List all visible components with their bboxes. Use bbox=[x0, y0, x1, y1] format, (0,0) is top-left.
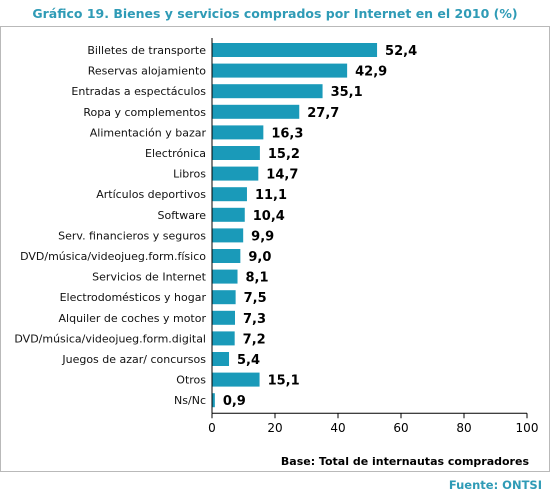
bar bbox=[212, 104, 300, 119]
value-label: 14,7 bbox=[266, 168, 298, 183]
category-label: Juegos de azar/ concursos bbox=[61, 353, 206, 366]
value-label: 0,9 bbox=[223, 394, 246, 409]
bar-chart: Billetes de transporte 52,4 Reservas aloja… bbox=[14, 38, 538, 468]
x-tick-label: 100 bbox=[516, 421, 539, 435]
bar bbox=[212, 331, 235, 346]
x-tick-label: 60 bbox=[393, 421, 408, 435]
value-label: 27,7 bbox=[307, 106, 339, 121]
value-label: 7,3 bbox=[243, 312, 266, 327]
bar bbox=[212, 372, 260, 387]
category-label: Ropa y complementos bbox=[83, 106, 206, 119]
category-label: Entradas a espectáculos bbox=[71, 85, 206, 98]
category-label: Servicios de Internet bbox=[92, 271, 207, 284]
bar bbox=[212, 269, 238, 284]
source-note: Fuente: ONTSI bbox=[448, 478, 542, 492]
value-label: 7,5 bbox=[244, 291, 267, 306]
category-label: Libros bbox=[173, 168, 206, 181]
bar bbox=[212, 63, 348, 78]
bar bbox=[212, 84, 323, 99]
bar bbox=[212, 146, 260, 160]
category-label: Electrónica bbox=[145, 147, 206, 160]
category-label: Serv. financieros y seguros bbox=[58, 229, 206, 242]
chart-frame: Billetes de transporte 52,4 Reservas aloja… bbox=[0, 26, 550, 472]
bar bbox=[212, 187, 247, 202]
x-axis: 0 20 40 60 80 100 bbox=[208, 38, 538, 435]
value-label: 5,4 bbox=[237, 353, 260, 368]
bar bbox=[212, 352, 230, 366]
value-label: 9,0 bbox=[248, 250, 271, 265]
x-tick-label: 80 bbox=[456, 421, 471, 435]
value-label: 52,4 bbox=[385, 44, 417, 59]
base-note: Base: Total de internautas compradores bbox=[281, 455, 530, 468]
chart-title: Gráfico 19. Bienes y servicios comprados… bbox=[32, 6, 518, 21]
x-tick-label: 20 bbox=[267, 421, 282, 435]
value-label: 35,1 bbox=[331, 85, 363, 100]
bars-layer: Billetes de transporte 52,4 Reservas aloja… bbox=[14, 43, 417, 409]
category-label: Alquiler de coches y motor bbox=[59, 312, 207, 325]
x-tick-label: 40 bbox=[330, 421, 345, 435]
category-label: DVD/música/videojueg.form.digital bbox=[14, 332, 206, 345]
value-label: 42,9 bbox=[355, 65, 387, 80]
bar bbox=[212, 166, 259, 181]
value-label: 15,1 bbox=[268, 374, 300, 389]
value-label: 8,1 bbox=[246, 271, 269, 286]
category-label: DVD/música/videojueg.form.físico bbox=[20, 250, 206, 263]
bar bbox=[212, 290, 236, 305]
bar bbox=[212, 125, 264, 140]
value-label: 7,2 bbox=[243, 332, 266, 347]
bar bbox=[212, 310, 235, 325]
value-label: 15,2 bbox=[268, 147, 300, 162]
value-label: 16,3 bbox=[271, 126, 303, 141]
category-label: Ns/Nc bbox=[174, 394, 206, 407]
category-label: Otros bbox=[176, 374, 206, 387]
category-label: Billetes de transporte bbox=[87, 44, 206, 57]
bar bbox=[212, 393, 215, 408]
category-label: Alimentación y bazar bbox=[90, 126, 207, 139]
value-label: 9,9 bbox=[251, 229, 274, 244]
x-tick-label: 0 bbox=[208, 421, 216, 435]
category-label: Reservas alojamiento bbox=[88, 65, 207, 78]
bar bbox=[212, 228, 244, 243]
category-label: Artículos deportivos bbox=[96, 188, 206, 201]
bar bbox=[212, 207, 245, 222]
value-label: 11,1 bbox=[255, 188, 287, 203]
bar bbox=[212, 249, 241, 263]
category-label: Electrodomésticos y hogar bbox=[60, 291, 207, 304]
category-label: Software bbox=[158, 209, 207, 222]
value-label: 10,4 bbox=[253, 209, 285, 224]
bar bbox=[212, 43, 378, 57]
